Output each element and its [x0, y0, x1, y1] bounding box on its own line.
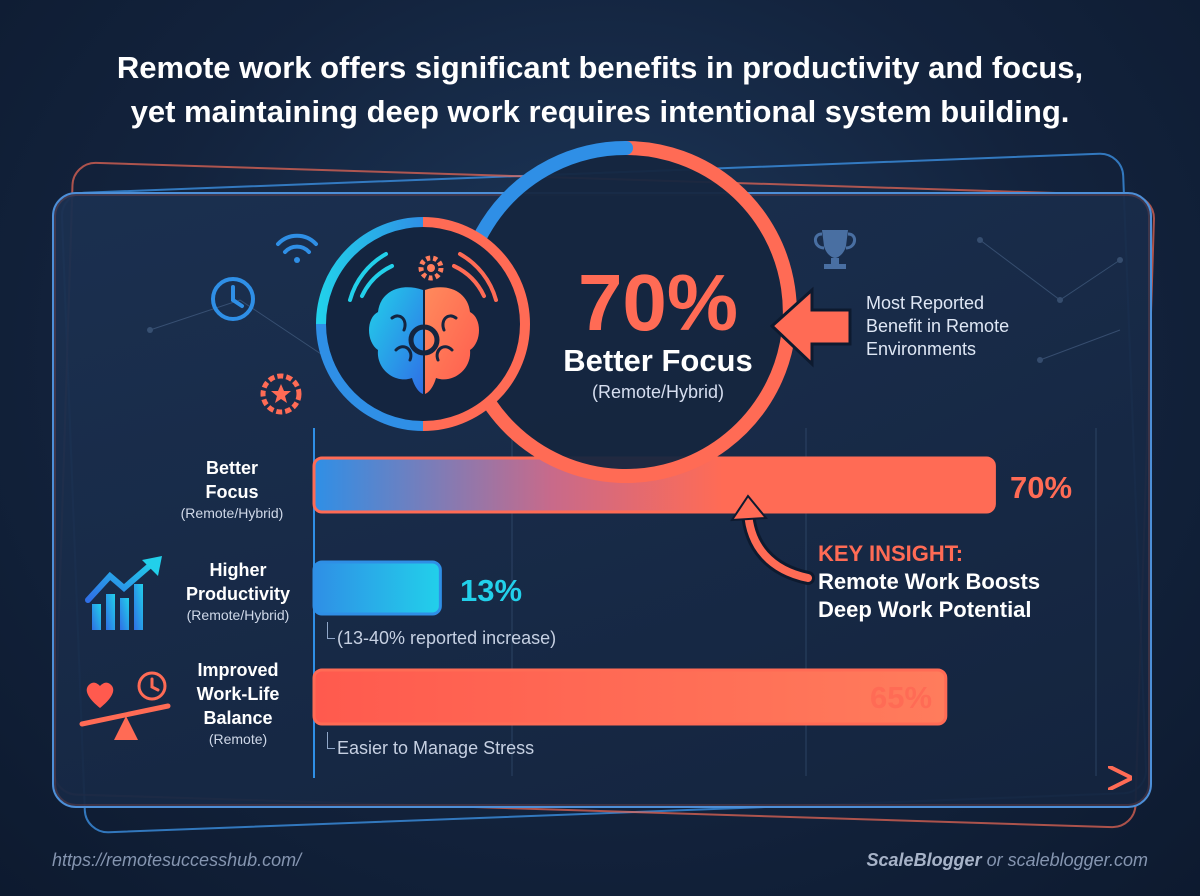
bar-higher-productivity	[312, 560, 442, 616]
category-label-main-2: Focus	[205, 482, 259, 502]
category-label-main-2: Work-Life	[196, 684, 280, 704]
callout-line-3: Environments	[866, 339, 977, 359]
category-label-sub: (Remote/Hybrid)	[180, 505, 284, 521]
category-label-main-2: Productivity	[185, 584, 291, 604]
brain-badge	[316, 217, 530, 431]
star-badge-icon	[260, 373, 302, 415]
gear-icon	[418, 255, 444, 281]
category-label-main: Higher	[209, 560, 267, 580]
bar-value-label-higher-productivity: 13%	[460, 573, 523, 608]
category-label-sub: (Remote)	[208, 731, 268, 747]
callout-line-1: Most Reported	[866, 293, 985, 313]
hero-ring	[454, 140, 797, 483]
network-background	[147, 237, 1123, 363]
footer-brand: ScaleBlogger	[866, 850, 982, 870]
brain-icon	[369, 287, 479, 394]
category-label-main-3: Balance	[203, 708, 273, 728]
note-productivity-range: (13-40% reported increase)	[326, 622, 557, 648]
footer-credit-rest: or scaleblogger.com	[981, 850, 1148, 870]
category-label-higher-productivity: Higher Productivity (Remote/Hybrid)	[168, 558, 308, 624]
hero-ring-orange-arc	[471, 141, 797, 483]
category-label-better-focus: Better Focus (Remote/Hybrid)	[162, 456, 302, 522]
trophy-icon	[814, 230, 856, 269]
bar-value-label-work-life-balance: 65%	[870, 680, 933, 715]
key-insight-line-2: Deep Work Potential	[818, 597, 1032, 622]
hero-label: Better Focus	[563, 343, 752, 378]
headline-line-2: yet maintaining deep work requires inten…	[130, 94, 1070, 129]
headline: Remote work offers significant benefits …	[0, 46, 1200, 134]
footer-credit[interactable]: ScaleBlogger or scaleblogger.com	[867, 850, 1148, 871]
note-stress: Easier to Manage Stress	[326, 732, 535, 758]
curved-arrow-icon	[730, 494, 815, 585]
clock-icon	[211, 277, 255, 321]
callout-text: Most Reported Benefit in Remote Environm…	[866, 292, 1066, 361]
bar-work-life-balance	[312, 668, 948, 726]
hero-value: 70%	[578, 258, 738, 347]
bar-value-label-better-focus: 70%	[1010, 470, 1073, 505]
growth-chart-icon	[85, 556, 162, 630]
key-insight-title: KEY INSIGHT:	[818, 541, 964, 566]
category-label-main: Improved	[197, 660, 279, 680]
category-label-work-life-balance: Improved Work-Life Balance (Remote)	[168, 658, 308, 748]
arrow-left-icon	[769, 286, 852, 368]
wifi-icon	[276, 233, 318, 263]
bars	[312, 456, 996, 726]
category-label-main: Better	[205, 458, 258, 478]
headline-line-1: Remote work offers significant benefits …	[116, 50, 1084, 85]
key-insight-line-1: Remote Work Boosts	[818, 569, 1041, 594]
category-label-sub: (Remote/Hybrid)	[186, 607, 290, 623]
hero-sublabel: (Remote/Hybrid)	[592, 382, 724, 402]
key-insight: KEY INSIGHT: Remote Work Boosts Deep Wor…	[818, 540, 1040, 624]
footer-source-url[interactable]: https://remotesuccesshub.com/	[52, 850, 302, 870]
callout-line-2: Benefit in Remote	[866, 316, 1010, 336]
balance-scale-icon	[79, 671, 171, 740]
